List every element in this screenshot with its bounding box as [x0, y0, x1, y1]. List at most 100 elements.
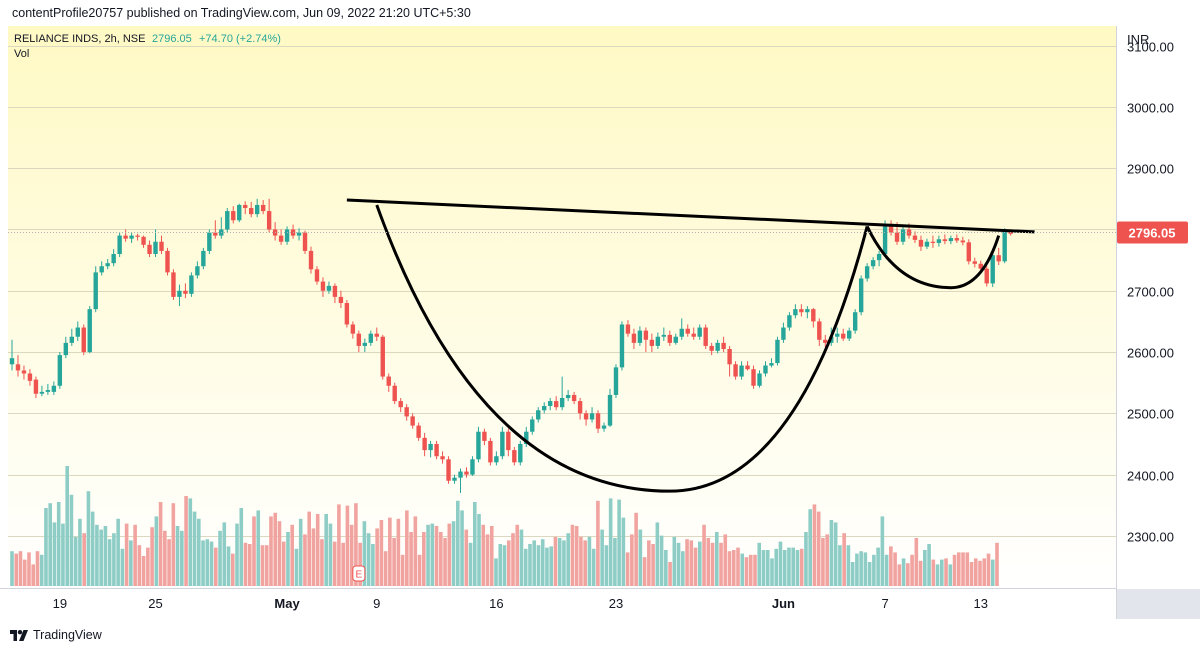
candle-body [57, 355, 63, 386]
price-chart[interactable]: E RELIANCE INDS, 2h, NSE 2796.05 +74.70 … [0, 26, 1200, 619]
candle-body [882, 226, 888, 254]
candle-body [960, 240, 966, 243]
candle [141, 235, 146, 248]
volume-bar [634, 512, 638, 586]
volume-bar [948, 564, 953, 586]
time-tick-labels: 19 25 May 9 16 23 Jun 7 13 [53, 596, 988, 611]
resistance-trendline [346, 198, 1035, 234]
volume-bar [855, 553, 859, 586]
candle-body [930, 241, 936, 243]
volume-bar [816, 511, 821, 586]
candle [165, 247, 170, 276]
candle-body [81, 327, 86, 353]
candle [888, 220, 894, 236]
candle-body [643, 330, 649, 340]
volume-bar [485, 534, 490, 586]
volume-bar [693, 547, 698, 586]
volume-bar [472, 502, 477, 586]
volume-bar [829, 520, 834, 586]
candle-body [841, 333, 846, 339]
volume-bar [727, 551, 732, 586]
volume-bar [341, 542, 345, 586]
candle-body [380, 336, 385, 377]
volume-bar [10, 551, 14, 586]
candle-body [661, 334, 667, 337]
last-price-badge: 2796.05 [1117, 221, 1188, 244]
candle [697, 324, 702, 340]
candle [117, 232, 122, 258]
volume-bar [613, 538, 617, 586]
volume-bar [553, 536, 558, 586]
candle-body [996, 255, 1001, 262]
candle-body [284, 229, 290, 242]
candle-body [954, 238, 960, 241]
candle [721, 336, 726, 353]
volume-bar [392, 538, 396, 586]
volume-bar [413, 516, 418, 586]
candle [643, 327, 649, 353]
time-tick-label: 7 [881, 596, 888, 611]
volume-bar [366, 533, 371, 586]
candle-body [649, 339, 655, 346]
candle-body [691, 333, 696, 337]
volume-bar [600, 529, 604, 586]
candle-body [135, 235, 140, 237]
time-tick-label: 19 [53, 596, 67, 611]
volume-bar [570, 524, 575, 586]
volume-bar [167, 539, 171, 586]
candle [189, 272, 194, 297]
candle-body [577, 401, 583, 414]
candle [709, 342, 714, 356]
volume-bar [358, 542, 362, 586]
candle-body [111, 253, 116, 264]
volume-bar [124, 523, 129, 586]
candle [434, 440, 439, 460]
candle-body [900, 229, 906, 242]
candle [356, 330, 362, 353]
price-grid [8, 46, 1116, 537]
candle-body [805, 309, 810, 313]
volume-bar [226, 546, 231, 586]
candle-body [9, 358, 15, 365]
volume-bar [269, 516, 273, 586]
volume-bar [133, 524, 137, 586]
volume-bar [566, 533, 570, 586]
tradingview-logo[interactable]: TradingView [10, 628, 102, 642]
volume-bar [451, 521, 456, 586]
volume-bar [863, 552, 868, 586]
candle [996, 247, 1001, 266]
tradingview-logo-text: TradingView [33, 628, 102, 642]
candle-body [715, 342, 720, 351]
candle-body [966, 242, 971, 262]
volume-bar [587, 536, 592, 586]
volume-bar [430, 523, 435, 586]
candle-body [1002, 231, 1007, 262]
candle [326, 281, 332, 294]
candle-body [326, 285, 332, 291]
volume-bar [740, 553, 745, 586]
earnings-marker-label: E [356, 570, 363, 581]
price-scale[interactable] [1116, 26, 1200, 619]
volume-bar [990, 559, 995, 586]
candle [613, 364, 619, 399]
volume-bar [838, 545, 842, 586]
volume-bar [698, 541, 702, 586]
candle [249, 201, 254, 218]
candle [63, 336, 69, 359]
candle-body [799, 309, 804, 313]
volume-bar [235, 523, 239, 586]
candle-body [165, 250, 170, 273]
volume-bar [426, 524, 430, 586]
volume-bar [982, 558, 987, 586]
candle [793, 304, 798, 319]
time-tick-label: 25 [148, 596, 162, 611]
volume-bar [940, 559, 944, 586]
candle [745, 361, 750, 371]
candle [565, 390, 571, 402]
time-scale[interactable] [0, 588, 1116, 619]
candle-body [506, 431, 511, 451]
candle-body [876, 253, 882, 261]
candle-body [21, 370, 27, 374]
volume-bar [812, 504, 817, 586]
cup-curve [375, 204, 869, 493]
